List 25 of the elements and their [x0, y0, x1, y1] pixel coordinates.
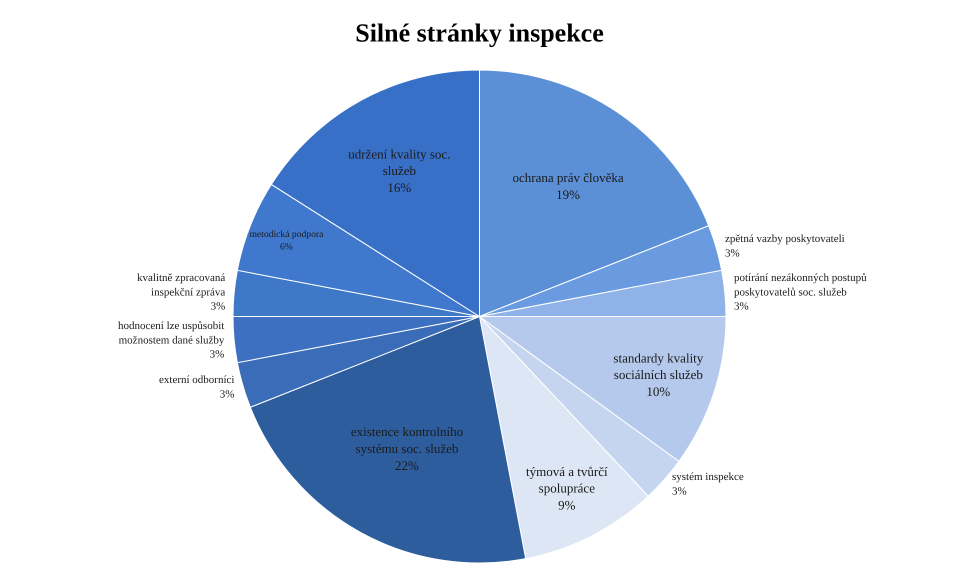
slice-label: ochrana práv člověka	[512, 170, 624, 186]
data-label: 16%	[387, 180, 412, 196]
data-label: 3%	[725, 247, 740, 260]
data-label: 6%	[280, 242, 293, 253]
slice-label: externí odborníci	[159, 374, 234, 386]
slice-label: potírání nezákonných postupů poskytovatelů soc. služeb	[734, 272, 868, 298]
data-label: 22%	[395, 458, 420, 473]
data-label: 9%	[558, 498, 576, 513]
data-label: 3%	[734, 300, 749, 313]
data-label: 3%	[210, 348, 224, 361]
slice-label: systém inspekce	[672, 471, 744, 483]
data-label: 19%	[556, 186, 580, 202]
slice-label: kvalitně zpracovaná inspekční zpráva	[137, 272, 226, 298]
slice-label: hodnocení lze uspůsobit možnostem dané služby	[118, 320, 225, 346]
slice-label: týmová a tvůrčí spolupráce	[526, 464, 608, 496]
chart-title: Silné stránky inspekce	[355, 18, 604, 48]
data-label: 3%	[210, 300, 226, 313]
data-label: 3%	[672, 485, 687, 498]
slice-label: standardy kvality sociálních služeb	[613, 350, 704, 382]
slice-label: zpětná vazby poskytovateli	[725, 233, 845, 245]
data-label: 10%	[646, 384, 670, 400]
data-label: 3%	[220, 388, 234, 400]
slice-label: existence kontrolního systému soc. služeb	[350, 424, 464, 456]
slice-label: udržení kvality soc. služeb	[348, 146, 450, 178]
slice-label: metodická podpora	[249, 229, 324, 240]
